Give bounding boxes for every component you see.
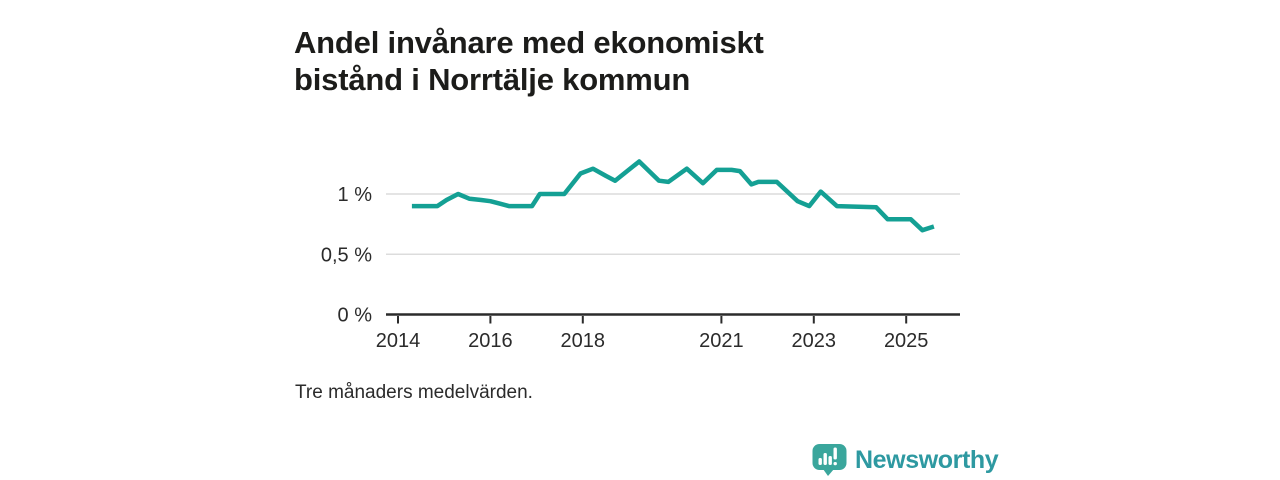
page-title: Andel invånare med ekonomiskt bistånd i … xyxy=(294,24,914,98)
x-axis-tick-label: 2023 xyxy=(792,330,837,352)
page-title-line-2: bistånd i Norrtälje kommun xyxy=(294,61,691,97)
newsworthy-logo-icon xyxy=(812,444,847,476)
page-title-line-1: Andel invånare med ekonomiskt xyxy=(294,24,764,60)
newsworthy-wordmark: Newsworthy xyxy=(855,446,999,474)
x-axis-tick-label: 2021 xyxy=(699,330,744,352)
x-axis-tick-label: 2025 xyxy=(884,330,929,352)
x-axis-tick-label: 2018 xyxy=(561,330,606,352)
chart-footnote: Tre månaders medelvärden. xyxy=(295,382,533,403)
data-series-line xyxy=(411,159,935,233)
newsworthy-logo: Newsworthy xyxy=(812,443,999,477)
y-axis-tick-label: 0,5 % xyxy=(321,244,372,266)
x-axis-tick-label: 2016 xyxy=(468,330,513,352)
y-axis-tick-label: 0 % xyxy=(338,305,373,327)
y-axis-tick-label: 1 % xyxy=(338,184,373,206)
x-axis-tick-label: 2014 xyxy=(376,330,421,352)
